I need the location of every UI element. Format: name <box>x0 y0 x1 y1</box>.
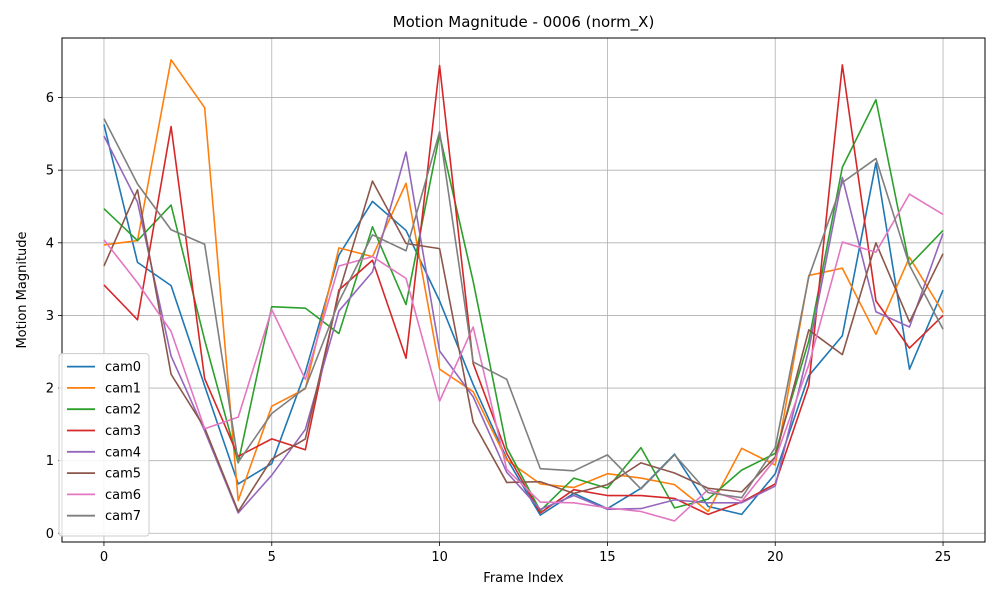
series-line-cam6 <box>103 193 944 522</box>
chart-title: Motion Magnitude - 0006 (norm_X) <box>393 13 655 32</box>
y-tick-label: 2 <box>46 382 54 397</box>
legend-box <box>58 353 150 537</box>
legend-label-cam0: cam0 <box>105 360 141 375</box>
y-tick-label: 3 <box>46 309 54 324</box>
series-line-cam5 <box>103 180 944 513</box>
plot-frame <box>61 37 986 543</box>
x-tick-label: 25 <box>935 550 952 565</box>
legend: cam0 cam1 cam2 cam3 cam4 cam5 cam6 cam7 <box>58 353 150 537</box>
axis-ticks: 0 5 10 15 20 25 0 1 2 3 4 5 6 <box>46 91 952 565</box>
x-axis-label: Frame Index <box>483 571 564 586</box>
legend-label-cam2: cam2 <box>105 403 141 418</box>
series-line-cam7 <box>103 118 944 499</box>
y-tick-label: 1 <box>46 454 54 469</box>
grid <box>62 38 985 542</box>
legend-label-cam5: cam5 <box>105 467 141 482</box>
x-tick-label: 20 <box>767 550 784 565</box>
legend-label-cam3: cam3 <box>105 424 141 439</box>
legend-label-cam7: cam7 <box>105 509 141 524</box>
series-line-cam2 <box>103 98 944 512</box>
legend-label-cam4: cam4 <box>105 445 141 460</box>
y-tick-label: 5 <box>46 164 54 179</box>
legend-label-cam6: cam6 <box>105 488 141 503</box>
x-tick-label: 0 <box>100 550 108 565</box>
series-lines <box>103 58 944 522</box>
y-tick-label: 0 <box>46 527 54 542</box>
y-tick-label: 6 <box>46 91 54 106</box>
x-tick-label: 15 <box>599 550 616 565</box>
y-tick-label: 4 <box>46 236 54 251</box>
x-tick-label: 5 <box>268 550 276 565</box>
legend-label-cam1: cam1 <box>105 381 141 396</box>
series-line-cam4 <box>103 135 944 514</box>
y-axis-label: Motion Magnitude <box>15 231 30 348</box>
x-tick-label: 10 <box>431 550 448 565</box>
